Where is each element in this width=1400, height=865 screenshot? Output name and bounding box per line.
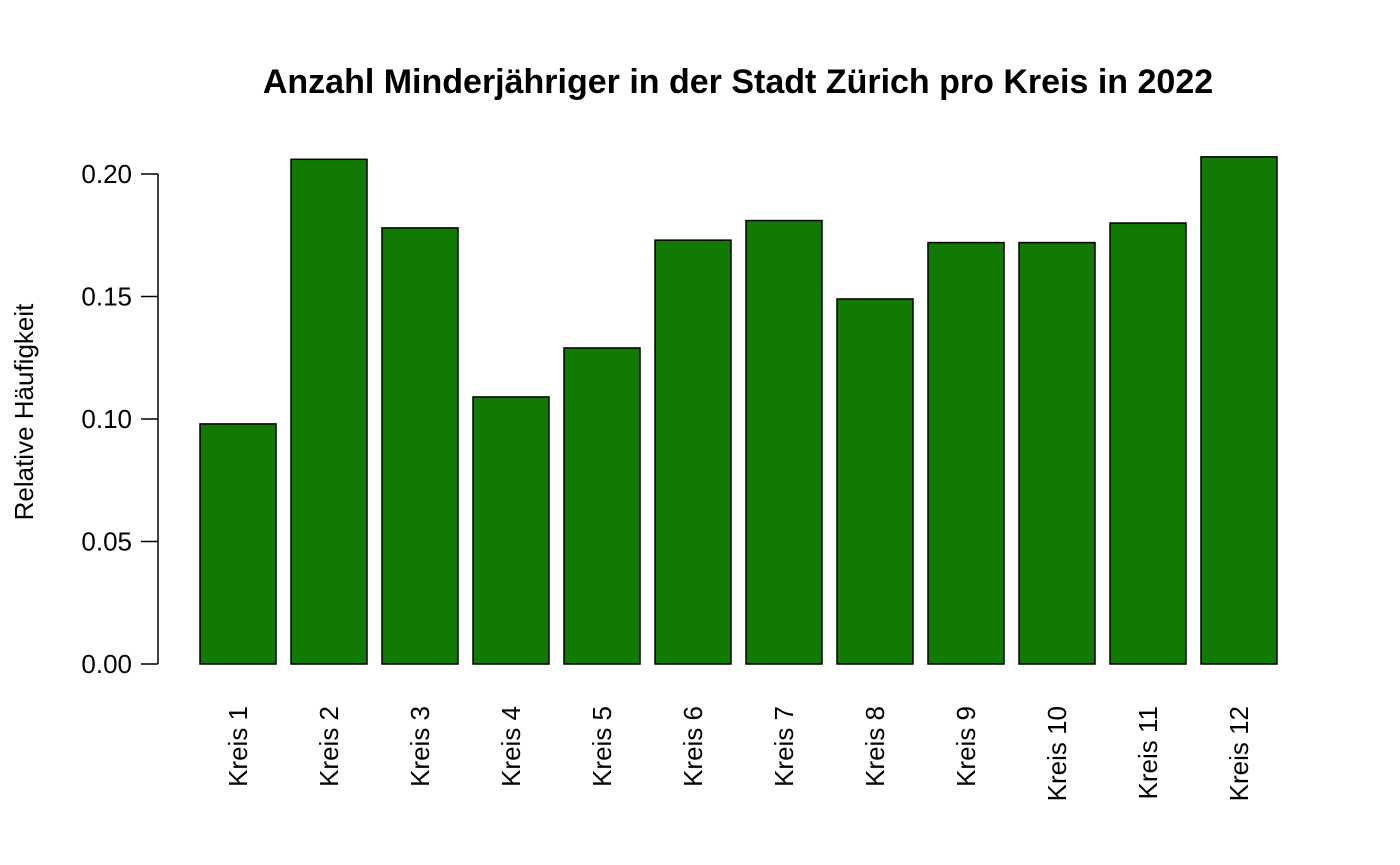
x-tick-label: Kreis 11	[1133, 706, 1163, 799]
bar-2	[290, 158, 368, 665]
bar-8	[836, 298, 914, 665]
y-tick-label: 0.00	[81, 649, 132, 679]
x-tick-label: Kreis 2	[314, 706, 344, 787]
y-axis-label: Relative Häufigkeit	[9, 303, 39, 521]
x-tick-label: Kreis 7	[769, 706, 799, 787]
x-tick-label: Kreis 1	[223, 706, 253, 787]
x-tick-label: Kreis 5	[587, 706, 617, 787]
x-tick-label: Kreis 4	[496, 706, 526, 787]
x-tick-label: Kreis 9	[951, 706, 981, 787]
bars-group	[199, 156, 1278, 665]
bar-10	[1018, 241, 1096, 665]
y-tick-label: 0.10	[81, 404, 132, 434]
bar-4	[472, 396, 550, 665]
x-axis-labels: Kreis 1 Kreis 2 Kreis 3 Kreis 4 Kreis 5 Kreis…	[223, 706, 1254, 801]
y-axis: 0.00 0.05 0.10 0.15 0.20	[81, 159, 159, 679]
y-tick-label: 0.20	[81, 159, 132, 189]
x-tick-label: Kreis 8	[860, 706, 890, 787]
x-tick-label: Kreis 10	[1042, 706, 1072, 801]
x-tick-label: Kreis 6	[678, 706, 708, 787]
bar-1	[199, 423, 277, 665]
bar-7	[745, 219, 823, 665]
bar-11	[1109, 222, 1187, 665]
bar-5	[563, 347, 641, 665]
chart-title: Anzahl Minderjähriger in der Stadt Züric…	[263, 63, 1213, 101]
y-tick-label: 0.15	[81, 282, 132, 312]
x-tick-label: Kreis 3	[405, 706, 435, 787]
x-tick-label: Kreis 12	[1224, 706, 1254, 801]
bar-6	[654, 239, 732, 665]
bar-3	[381, 227, 459, 665]
bar-12	[1200, 156, 1278, 665]
bar-9	[927, 241, 1005, 665]
y-tick-label: 0.05	[81, 527, 132, 557]
